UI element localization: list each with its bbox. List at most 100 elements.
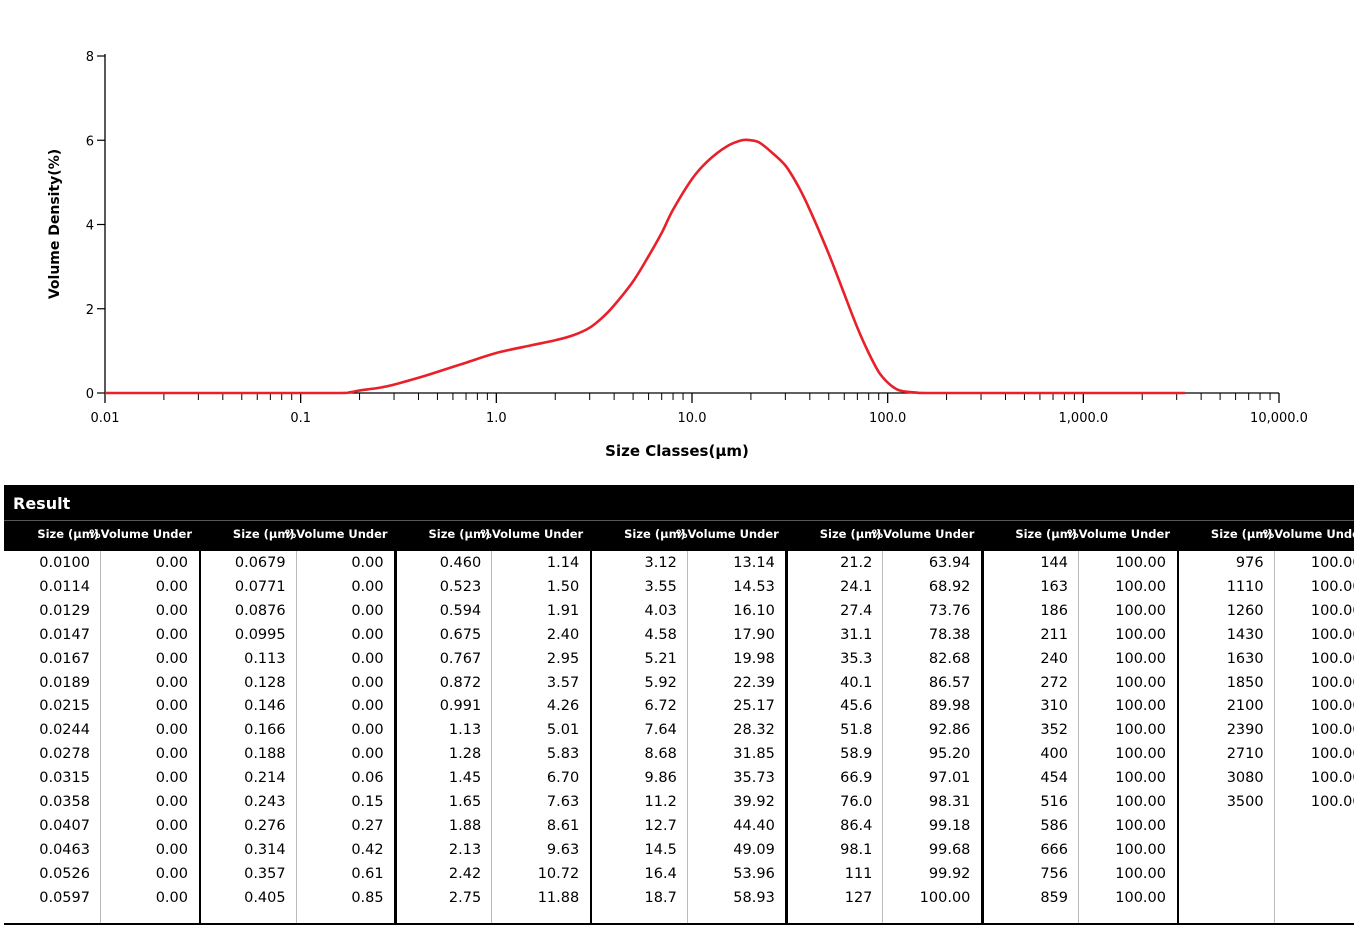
volume-cell: 22.39 — [733, 674, 775, 691]
size-cell: 0.276 — [244, 817, 286, 834]
volume-cell: 99.68 — [928, 841, 971, 858]
size-cell: 400 — [1040, 746, 1068, 763]
size-cell: 1110 — [1226, 578, 1264, 595]
size-cell: 0.405 — [244, 889, 286, 906]
inner-column-divider — [1273, 551, 1275, 923]
size-cell: 0.460 — [439, 555, 482, 571]
volume-cell: 17.90 — [733, 626, 775, 643]
density-curve — [105, 138, 1185, 395]
size-cell: 0.0876 — [234, 602, 286, 619]
size-cell: 111 — [844, 865, 873, 882]
size-cell: 0.357 — [244, 865, 286, 882]
volume-cell: 0.00 — [155, 578, 188, 595]
x-tick-label: 0.1 — [290, 411, 311, 426]
size-cell: 1260 — [1226, 602, 1264, 619]
size-cell: 0.0189 — [39, 674, 90, 691]
size-cell: 0.0100 — [39, 555, 90, 571]
size-cell: 0.0463 — [39, 841, 90, 858]
size-cell: 0.166 — [244, 722, 286, 739]
volume-column-header: %Volume Under — [89, 527, 192, 541]
size-cell: 2.42 — [448, 865, 482, 882]
volume-cell: 100.00 — [1310, 794, 1354, 810]
size-cell: 2390 — [1226, 722, 1264, 739]
size-cell: 0.0147 — [39, 626, 90, 643]
volume-cell: 0.00 — [155, 602, 188, 619]
volume-cell: 1.91 — [546, 602, 580, 619]
volume-cell: 1.14 — [546, 555, 580, 571]
volume-cell: 100.00 — [1310, 578, 1354, 595]
size-cell: 98.1 — [840, 841, 873, 858]
volume-cell: 82.68 — [928, 650, 971, 667]
size-cell: 516 — [1040, 794, 1068, 810]
size-cell: 6.72 — [644, 698, 677, 715]
size-cell: 0.523 — [439, 578, 482, 595]
size-cell: 163 — [1040, 578, 1068, 595]
volume-cell: 0.00 — [155, 889, 188, 906]
volume-cell: 100.00 — [1310, 650, 1354, 667]
volume-cell: 13.14 — [733, 555, 775, 571]
size-cell: 352 — [1040, 722, 1068, 739]
volume-cell: 0.00 — [155, 746, 188, 763]
size-cell: 0.0167 — [39, 650, 90, 667]
volume-cell: 100.00 — [1310, 698, 1354, 715]
size-cell: 5.92 — [644, 674, 677, 691]
volume-cell: 89.98 — [928, 698, 971, 715]
size-cell: 66.9 — [840, 770, 873, 787]
volume-cell: 78.38 — [928, 626, 971, 643]
volume-cell: 100.00 — [1310, 626, 1354, 643]
size-cell: 0.146 — [244, 698, 286, 715]
size-cell: 0.214 — [244, 770, 286, 787]
size-cell: 9.86 — [644, 770, 677, 787]
volume-cell: 98.31 — [928, 794, 971, 810]
volume-cell: 100.00 — [1115, 865, 1166, 882]
size-cell: 1630 — [1226, 650, 1264, 667]
volume-cell: 0.00 — [155, 698, 188, 715]
volume-cell: 0.06 — [351, 770, 384, 787]
size-cell: 5.21 — [644, 650, 677, 667]
volume-cell: 0.00 — [351, 674, 384, 691]
size-cell: 18.7 — [644, 889, 677, 906]
size-cell: 3.55 — [644, 578, 677, 595]
volume-cell: 9.63 — [546, 841, 580, 858]
volume-cell: 0.00 — [155, 865, 188, 882]
volume-cell: 0.00 — [155, 674, 188, 691]
volume-cell: 11.88 — [537, 889, 580, 906]
size-cell: 4.58 — [644, 626, 677, 643]
volume-cell: 0.61 — [351, 865, 384, 882]
volume-cell: 0.00 — [351, 722, 384, 739]
volume-cell: 5.01 — [546, 722, 580, 739]
volume-column-header: %Volume Under — [480, 527, 584, 541]
volume-column-header: %Volume Under — [1067, 527, 1170, 541]
size-cell: 3500 — [1226, 794, 1264, 810]
chart-axes — [104, 54, 1279, 394]
volume-cell: 10.72 — [537, 865, 580, 882]
volume-cell: 73.76 — [928, 602, 971, 619]
volume-cell: 7.63 — [546, 794, 580, 810]
size-cell: 14.5 — [644, 841, 677, 858]
volume-cell: 35.73 — [733, 770, 775, 787]
inner-column-divider — [686, 551, 688, 923]
volume-column-header: %Volume Under — [871, 527, 975, 541]
size-cell: 0.0114 — [39, 578, 90, 595]
x-axis-ticks: 0.01 0.1 1.0 10.0 100.0 1,000.0 10,000.0 — [91, 393, 1308, 426]
size-cell: 1.88 — [448, 817, 482, 834]
size-cell: 0.0244 — [39, 722, 90, 739]
x-axis-title: Size Classes(µm) — [605, 442, 749, 460]
size-cell: 8.68 — [644, 746, 677, 763]
inner-column-divider — [295, 551, 297, 923]
volume-cell: 0.00 — [155, 770, 188, 787]
result-table: Result Size (µm) %Volume Under Size (µm) %V… — [4, 485, 1354, 925]
x-tick-label: 1,000.0 — [1059, 411, 1109, 426]
volume-cell: 39.92 — [733, 794, 775, 810]
size-cell: 86.4 — [840, 817, 873, 834]
volume-column-header: %Volume Under — [284, 527, 388, 541]
size-cell: 2.75 — [448, 889, 482, 906]
volume-cell: 0.00 — [155, 794, 188, 810]
size-cell: 186 — [1040, 602, 1068, 619]
size-cell: 0.767 — [439, 650, 482, 667]
size-cell: 35.3 — [840, 650, 873, 667]
size-cell: 45.6 — [840, 698, 873, 715]
volume-cell: 0.27 — [351, 817, 384, 834]
volume-cell: 44.40 — [733, 817, 775, 834]
size-cell: 0.0215 — [39, 698, 90, 715]
